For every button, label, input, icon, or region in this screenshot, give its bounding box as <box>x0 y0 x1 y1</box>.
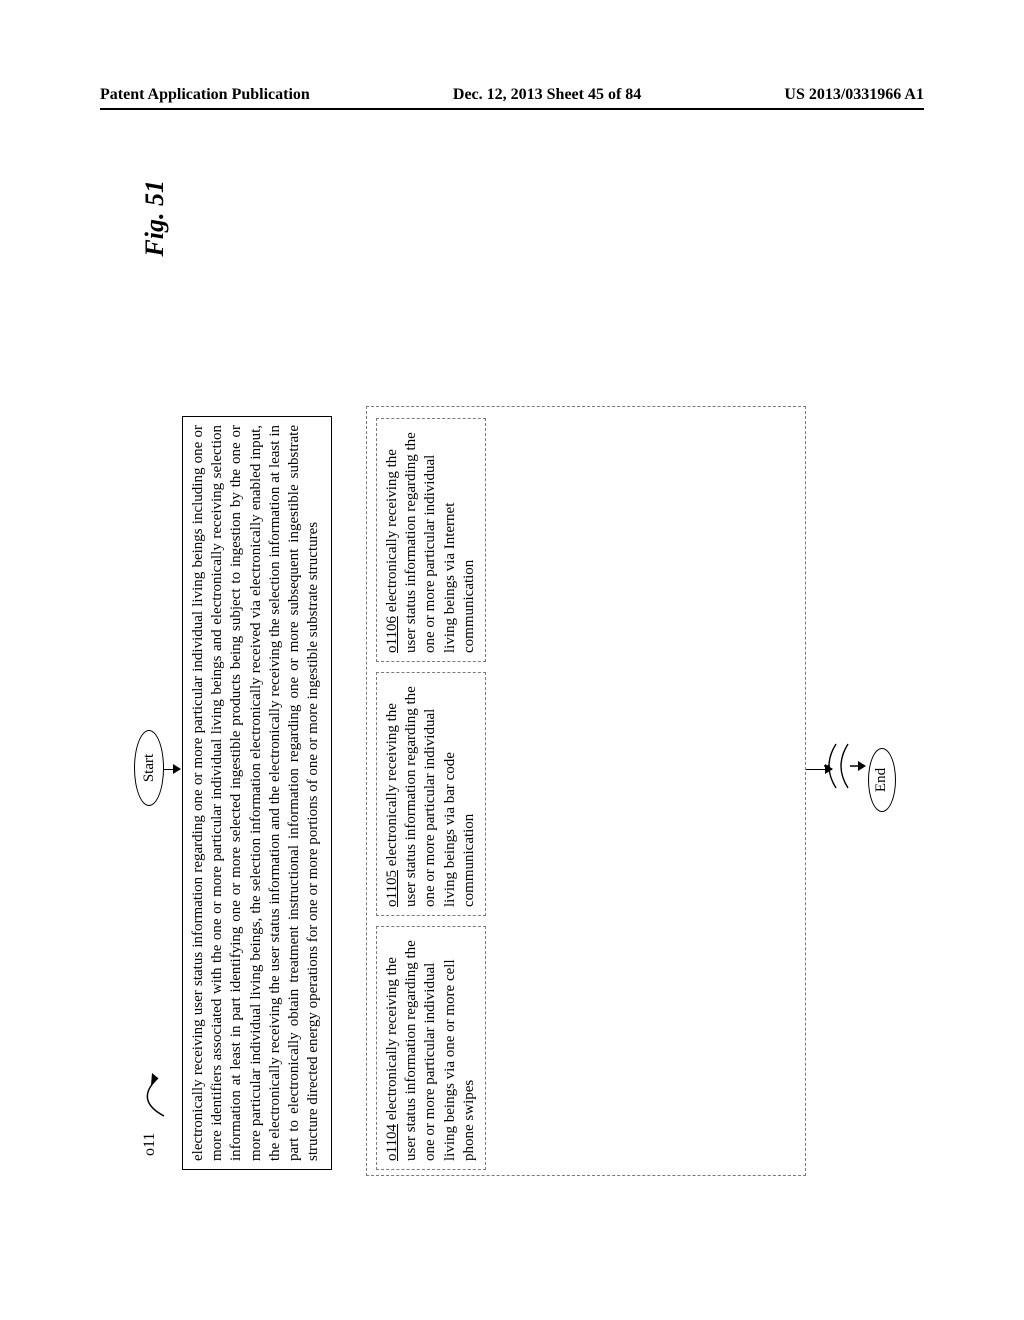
sub-step-ref: o1105 <box>384 870 400 907</box>
sub-step-o1105: o1105 electronically receiving the user … <box>376 672 486 916</box>
start-node: Start <box>134 730 164 806</box>
sub-step-o1104: o1104 electronically receiving the user … <box>376 926 486 1170</box>
main-step-text: electronically receiving user status inf… <box>190 425 321 1161</box>
sub-step-o1106: o1106 electronically receiving the user … <box>376 418 486 662</box>
header-right: US 2013/0331966 A1 <box>784 86 924 104</box>
figure-canvas: Fig. 51 o11 Start electronically receivi… <box>140 170 900 1170</box>
o11-label: o11 <box>140 1133 160 1156</box>
figure-label: Fig. 51 <box>138 180 171 257</box>
o11-arc-icon <box>140 1070 168 1118</box>
header-center: Dec. 12, 2013 Sheet 45 of 84 <box>453 86 641 104</box>
continuation-zigzag-icon <box>824 738 866 794</box>
sub-step-ref: o1104 <box>384 1124 400 1161</box>
sub-steps-row: o1104 electronically receiving the user … <box>376 410 486 1170</box>
main-step-box: electronically receiving user status inf… <box>182 416 332 1170</box>
header-rule <box>100 108 924 110</box>
sub-step-ref: o1106 <box>384 616 400 653</box>
page-header: Patent Application Publication Dec. 12, … <box>100 86 924 104</box>
header-left: Patent Application Publication <box>100 86 310 104</box>
page: Patent Application Publication Dec. 12, … <box>0 0 1024 1320</box>
end-node: End <box>868 748 896 812</box>
